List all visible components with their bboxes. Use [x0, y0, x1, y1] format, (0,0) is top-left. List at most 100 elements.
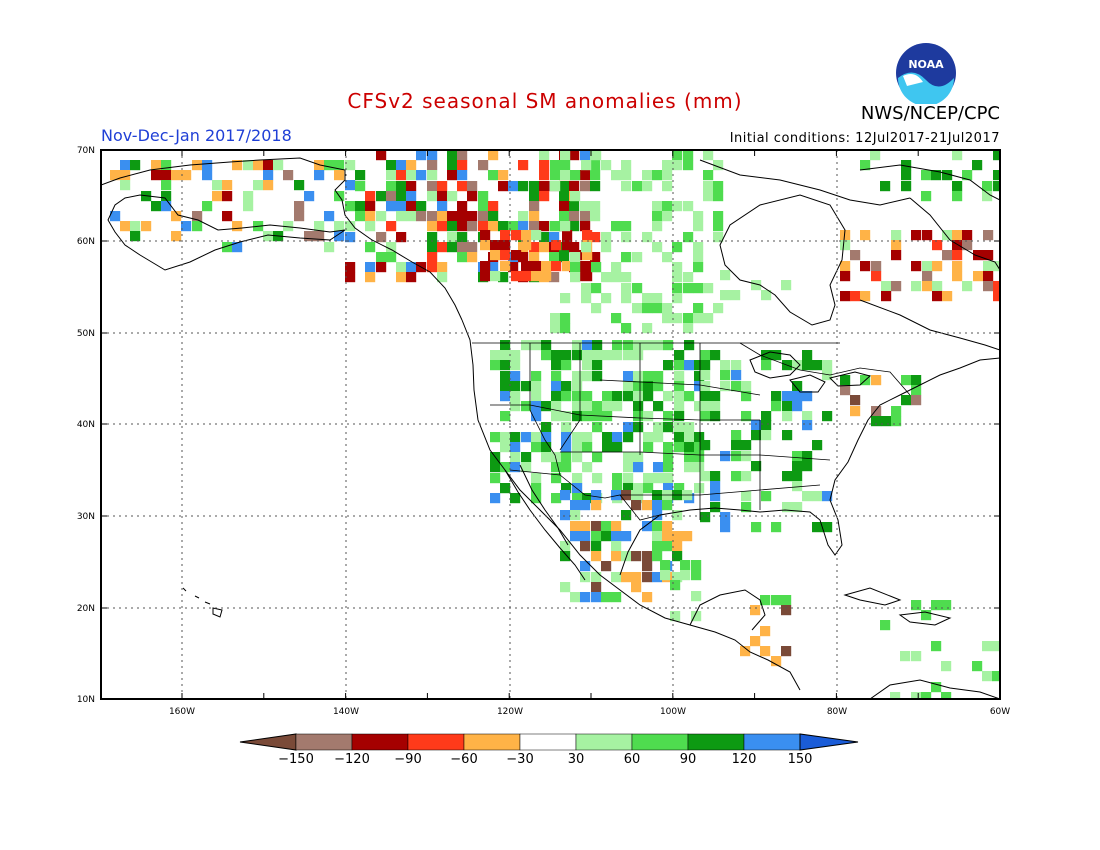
- anomaly-cell: [623, 371, 634, 382]
- anomaly-cell: [518, 211, 529, 222]
- anomaly-cell: [911, 395, 922, 406]
- anomaly-cell: [570, 191, 581, 202]
- anomaly-cell: [498, 170, 509, 181]
- anomaly-cell: [674, 401, 685, 412]
- anomaly-cell: [972, 160, 983, 171]
- anomaly-cell: [662, 201, 673, 212]
- anomaly-cell: [812, 440, 823, 451]
- anomaly-cell: [710, 471, 721, 482]
- anomaly-cell: [478, 211, 489, 222]
- anomaly-cell: [710, 411, 721, 422]
- anomaly-cell: [652, 221, 663, 232]
- anomaly-cell: [660, 560, 671, 571]
- anomaly-cell: [560, 551, 571, 562]
- anomaly-cell: [376, 252, 387, 263]
- anomaly-cell: [631, 572, 642, 583]
- anomaly-cell: [683, 150, 694, 161]
- anomaly-cell: [992, 671, 1000, 682]
- anomaly-cell: [427, 160, 438, 171]
- anomaly-cell: [710, 491, 721, 502]
- anomaly-cell: [602, 391, 613, 402]
- anomaly-cell: [120, 160, 131, 171]
- anomaly-cell: [962, 281, 973, 292]
- anomaly-cell: [365, 262, 376, 273]
- anomaly-cell: [662, 313, 673, 324]
- anomaly-cell: [376, 211, 387, 222]
- anomaly-cell: [550, 313, 561, 324]
- anomaly-cell: [467, 191, 478, 202]
- anomaly-cell: [324, 160, 335, 171]
- anomaly-cell: [531, 442, 542, 453]
- anomaly-cell: [406, 191, 417, 202]
- anomaly-cell: [561, 350, 572, 361]
- anomaly-cell: [490, 240, 501, 251]
- anomaly-cell: [521, 261, 532, 272]
- anomaly-cell: [510, 493, 521, 504]
- anomaly-cell: [621, 283, 632, 294]
- anomaly-cell: [478, 221, 489, 232]
- anomaly-cell: [684, 340, 695, 351]
- anomaly-cell: [983, 261, 994, 272]
- anomaly-cell: [521, 230, 532, 241]
- anomaly-cell: [437, 221, 448, 232]
- anomaly-cell: [467, 181, 478, 192]
- anomaly-cell: [802, 491, 813, 502]
- anomaly-cell: [510, 391, 521, 402]
- anomaly-cell: [802, 461, 813, 472]
- anomaly-cell: [611, 313, 622, 324]
- anomaly-cell: [406, 262, 417, 273]
- anomaly-cell: [741, 391, 752, 402]
- anomaly-cell: [222, 191, 233, 202]
- organization-label: NWS/NCEP/CPC: [860, 103, 1000, 124]
- anomaly-cell: [560, 313, 571, 324]
- anomaly-cell: [612, 432, 623, 443]
- anomaly-cell: [643, 432, 654, 443]
- anomaly-cell: [386, 201, 397, 212]
- anomaly-cell: [531, 381, 542, 392]
- anomaly-cell: [672, 160, 683, 171]
- anomaly-cell: [802, 411, 813, 422]
- anomaly-cell: [962, 170, 973, 181]
- anomaly-cell: [334, 221, 345, 232]
- anomaly-cell: [881, 281, 892, 292]
- anomaly-cell: [642, 170, 653, 181]
- anomaly-cell: [750, 605, 761, 616]
- anomaly-cell: [694, 483, 705, 494]
- anomaly-cell: [642, 293, 653, 304]
- anomaly-cell: [731, 381, 742, 392]
- lon-label: 140W: [333, 707, 359, 717]
- anomaly-cell: [771, 595, 782, 606]
- anomaly-cell: [840, 385, 851, 396]
- anomaly-cell: [580, 211, 591, 222]
- anomaly-cell: [580, 572, 591, 583]
- anomaly-cell: [693, 211, 704, 222]
- anomaly-cell: [508, 262, 519, 273]
- anomaly-cell: [222, 211, 233, 222]
- coastlines: [101, 157, 1000, 699]
- anomaly-cell: [569, 211, 580, 222]
- anomaly-cell: [941, 661, 952, 672]
- anomaly-cell: [691, 611, 702, 622]
- anomaly-cell: [653, 422, 664, 433]
- anomaly-cell: [467, 242, 478, 253]
- anomaly-cell: [560, 510, 571, 521]
- anomaly-cell: [500, 483, 511, 494]
- anomaly-cell: [582, 411, 593, 422]
- anomaly-cell: [437, 181, 448, 192]
- anomaly-cell: [490, 432, 501, 443]
- anomaly-cell: [881, 291, 892, 302]
- anomaly-cell: [560, 170, 571, 181]
- anomaly-cell: [871, 406, 882, 417]
- anomaly-cell: [539, 150, 550, 161]
- colorbar-swatch: [407, 733, 465, 751]
- anomaly-cell: [662, 500, 673, 511]
- anomaly-cell: [662, 541, 673, 552]
- anomaly-cell: [931, 682, 942, 693]
- colorbar-label: −60: [450, 752, 477, 767]
- anomaly-cell: [713, 232, 724, 243]
- anomaly-cell: [480, 240, 491, 251]
- anomaly-cell: [942, 230, 953, 241]
- anomaly-cell: [457, 150, 468, 161]
- logo-text: NOAA: [908, 58, 944, 71]
- colorbar-label: −90: [394, 752, 421, 767]
